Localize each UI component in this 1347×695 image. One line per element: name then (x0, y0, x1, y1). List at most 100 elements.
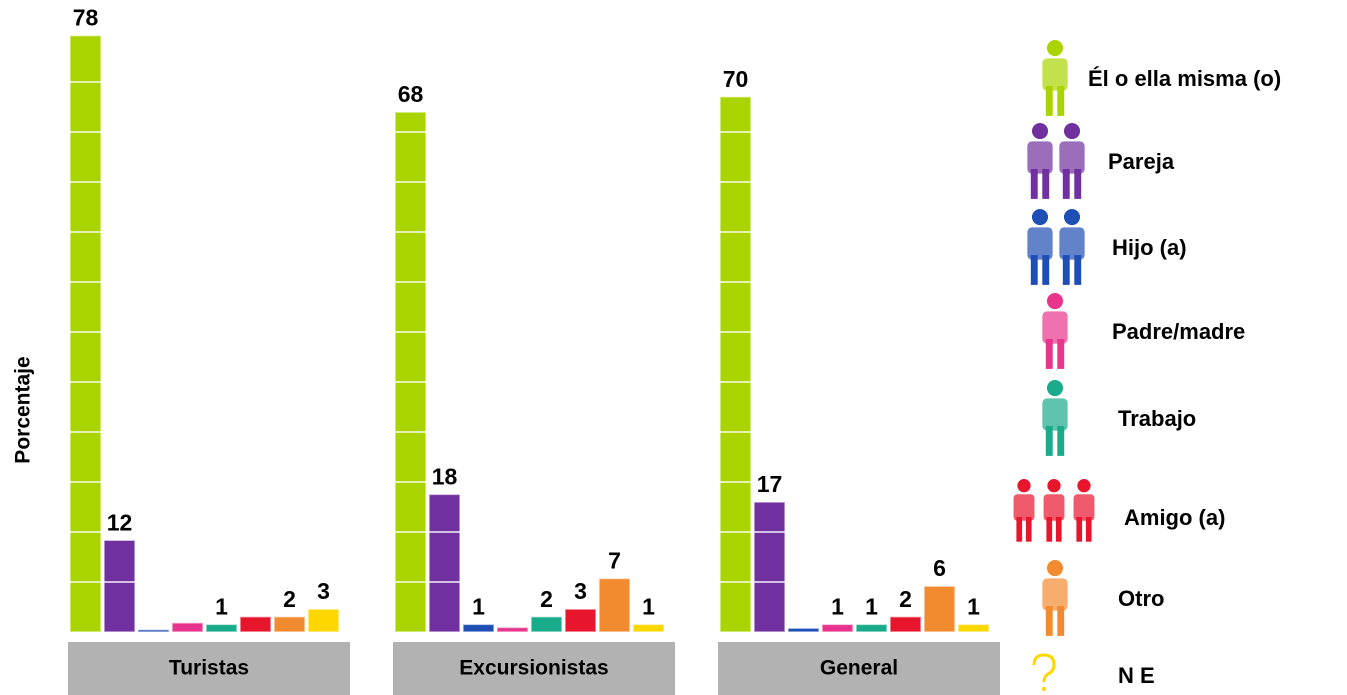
legend-icon (1017, 479, 1031, 493)
legend-label: Él o ella misma (o) (1088, 66, 1281, 91)
bar (889, 615, 922, 633)
bar (307, 608, 340, 633)
legend-icon (1074, 255, 1082, 285)
data-label: 1 (967, 593, 980, 619)
legend-icon (1031, 209, 1049, 226)
data-label: 2 (283, 586, 296, 612)
bar (103, 539, 136, 633)
bar (632, 623, 665, 633)
legend-icon (1031, 123, 1049, 140)
data-label: 17 (757, 471, 783, 497)
legend-icon (1085, 517, 1092, 542)
bar (598, 577, 631, 633)
legend-icon (1045, 339, 1053, 369)
data-label: 1 (642, 593, 655, 619)
legend-icon (1057, 339, 1065, 369)
data-label: 1 (472, 593, 485, 619)
legend-icon (1027, 141, 1053, 174)
bar (496, 626, 529, 633)
legend-icon (1074, 169, 1082, 199)
x-tick-label: Excursionistas (459, 657, 608, 680)
x-tick-label: Turistas (169, 657, 249, 680)
bar (530, 615, 563, 633)
bar (205, 623, 238, 633)
bar (462, 623, 495, 633)
legend-icon (1057, 86, 1065, 116)
legend-icon (1046, 517, 1053, 542)
bar (821, 623, 854, 633)
bar (787, 627, 820, 633)
legend-icon (1045, 86, 1053, 116)
legend-label: Hijo (a) (1112, 235, 1187, 260)
legend-icon (1063, 123, 1081, 140)
legend-icon (1057, 606, 1065, 636)
legend-label: Otro (1118, 586, 1164, 611)
legend-icon (1045, 606, 1053, 636)
data-label: 2 (540, 586, 553, 612)
data-label: 3 (574, 578, 587, 604)
legend-label: Amigo (a) (1124, 505, 1225, 530)
legend-icon (1046, 380, 1064, 397)
legend-icon (1032, 653, 1056, 683)
data-label: 68 (398, 81, 424, 107)
legend-icon (1042, 578, 1068, 611)
x-tick-label: General (820, 657, 898, 680)
legend-icon (1043, 494, 1065, 521)
bar (273, 615, 306, 633)
legend-icon (1045, 426, 1053, 456)
data-label: 12 (107, 509, 133, 535)
legend-icon (1027, 227, 1053, 260)
data-label: 18 (432, 463, 458, 489)
category-box (393, 642, 675, 695)
legend-icon (1057, 426, 1065, 456)
legend-icon (1062, 169, 1070, 199)
legend-icon (1042, 58, 1068, 91)
legend-label: Padre/madre (1112, 319, 1245, 344)
legend-icon (1046, 293, 1064, 310)
legend-icon (1047, 479, 1061, 493)
legend-label: Trabajo (1118, 406, 1196, 431)
legend-icon (1013, 494, 1035, 521)
bar (394, 111, 427, 633)
data-label: 6 (933, 555, 946, 581)
data-label: 7 (608, 548, 621, 574)
legend-icon (1077, 479, 1091, 493)
legend-icon (1063, 209, 1081, 226)
data-label: 2 (899, 586, 912, 612)
legend-label: N E (1118, 663, 1155, 688)
bar (428, 493, 461, 633)
bar (855, 623, 888, 633)
bar (137, 628, 170, 633)
legend-icon (1030, 255, 1038, 285)
data-label: 1 (831, 593, 844, 619)
legend-icon (1076, 517, 1083, 542)
legend-icon (1016, 517, 1023, 542)
data-label: 78 (73, 5, 99, 31)
bar (239, 615, 272, 633)
legend-icon (1062, 255, 1070, 285)
data-label: 1 (865, 593, 878, 619)
legend-icon (1042, 687, 1046, 691)
legend-icon (1073, 494, 1095, 521)
bar (753, 501, 786, 633)
legend-icon (1042, 398, 1068, 431)
legend-icon (1055, 517, 1062, 542)
category-box (68, 642, 350, 695)
bar (564, 608, 597, 633)
legend-icon (1059, 227, 1085, 260)
legend-icon (1042, 255, 1050, 285)
bar (719, 96, 752, 633)
data-label: 3 (317, 578, 330, 604)
legend-icon (1025, 517, 1032, 542)
legend-icon (1030, 169, 1038, 199)
bar (171, 622, 204, 633)
legend-icon (1046, 40, 1064, 57)
legend-label: Pareja (1108, 149, 1175, 174)
bar (69, 34, 102, 633)
legend-icon (1059, 141, 1085, 174)
data-label: 70 (723, 66, 749, 92)
legend-icon (1042, 311, 1068, 344)
y-axis-label: Porcentaje (12, 356, 35, 463)
category-box (718, 642, 1000, 695)
